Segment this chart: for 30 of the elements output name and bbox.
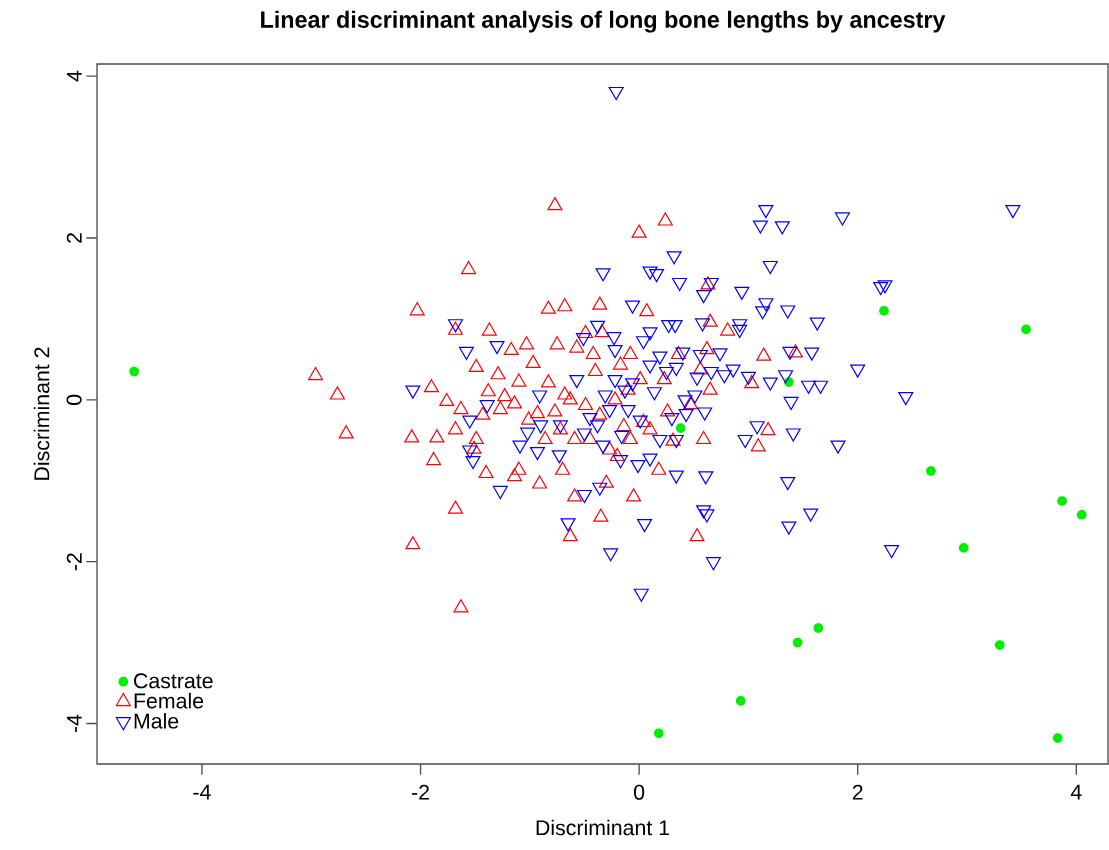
point bbox=[994, 640, 1005, 650]
legend-label: Female bbox=[134, 692, 204, 709]
point bbox=[1076, 509, 1087, 520]
point bbox=[926, 466, 936, 476]
y-axis-title: Discriminant 2 bbox=[33, 347, 50, 480]
y-tick-label: -4 bbox=[66, 714, 82, 733]
point bbox=[958, 543, 969, 553]
point bbox=[653, 728, 664, 739]
legend-label: Male bbox=[134, 712, 179, 729]
point bbox=[879, 305, 889, 316]
x-tick-label: 0 bbox=[634, 784, 645, 800]
point bbox=[792, 637, 803, 648]
y-tick-label: 4 bbox=[66, 70, 82, 82]
y-tick-label: -2 bbox=[66, 553, 82, 571]
x-tick-label: 2 bbox=[852, 784, 863, 800]
point bbox=[813, 623, 824, 633]
x-tick-label: -2 bbox=[411, 784, 429, 800]
point bbox=[675, 423, 686, 434]
x-tick-label: 4 bbox=[1070, 784, 1082, 800]
point bbox=[1057, 496, 1067, 506]
point bbox=[735, 696, 746, 706]
point bbox=[1021, 324, 1031, 335]
point bbox=[129, 366, 140, 377]
y-tick-label: 2 bbox=[66, 233, 82, 243]
chart-title: Linear discriminant analysis of long bone lengths by ancestry bbox=[261, 10, 946, 33]
x-axis-title: Discriminant 1 bbox=[536, 819, 669, 836]
point bbox=[1052, 733, 1063, 743]
y-tick-label: 0 bbox=[66, 394, 82, 405]
legend-label: Castrate bbox=[134, 673, 213, 689]
x-tick-label: -4 bbox=[193, 784, 211, 800]
